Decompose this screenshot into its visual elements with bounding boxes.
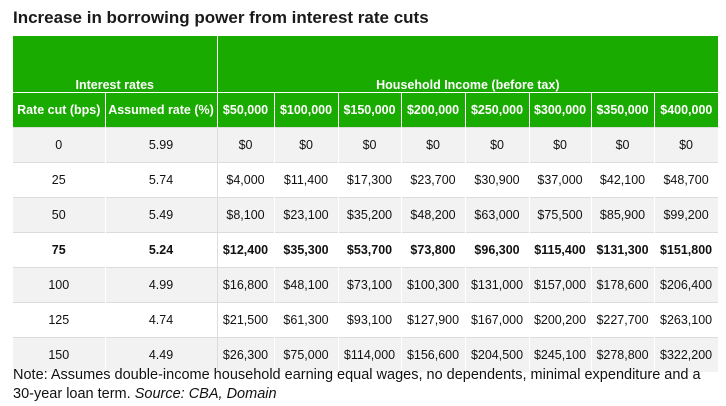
table-cell: $100,300 [401, 267, 466, 302]
table-cell: $85,900 [591, 197, 655, 232]
table-cell: $206,400 [654, 267, 719, 302]
table-cell: 5.49 [105, 197, 218, 232]
table-cell: $48,200 [401, 197, 466, 232]
column-header: $50,000 [217, 92, 275, 127]
table-cell: $4,000 [217, 162, 275, 197]
table-cell: 5.99 [105, 127, 218, 162]
table-cell: $11,400 [274, 162, 339, 197]
table-cell: $0 [217, 127, 275, 162]
table-cell: $131,300 [591, 232, 655, 267]
table-cell: $167,000 [465, 302, 530, 337]
table-cell: $263,100 [654, 302, 719, 337]
table-cell: $178,600 [591, 267, 655, 302]
table-row: 125 4.74 $21,500 $61,300 $93,100 $127,900 $167… [13, 302, 719, 337]
table-cell: 5.74 [105, 162, 218, 197]
table-cell: $93,100 [338, 302, 402, 337]
table-cell: $23,100 [274, 197, 339, 232]
table-cell: $245,100 [529, 337, 592, 372]
table-cell: $0 [338, 127, 402, 162]
table-cell: $0 [401, 127, 466, 162]
table-cell: 150 [13, 337, 106, 372]
column-header: $300,000 [529, 92, 592, 127]
table-cell: $322,200 [654, 337, 719, 372]
table-cell: $61,300 [274, 302, 339, 337]
table-cell: $278,800 [591, 337, 655, 372]
table-cell: 125 [13, 302, 106, 337]
table-row: 0 5.99 $0 $0 $0 $0 $0 $0 $0 $0 [13, 127, 719, 162]
page-title: Increase in borrowing power from interes… [13, 8, 429, 27]
table-cell: 4.99 [105, 267, 218, 302]
table-row: 100 4.99 $16,800 $48,100 $73,100 $100,300 $131… [13, 267, 719, 302]
table-row: 75 5.24 $12,400 $35,300 $53,700 $73,800 $96,30… [13, 232, 719, 267]
column-header: $150,000 [338, 92, 402, 127]
table-cell: $0 [591, 127, 655, 162]
table-cell: $23,700 [401, 162, 466, 197]
table-cell: $0 [274, 127, 339, 162]
column-header: Assumed rate (%) [105, 92, 218, 127]
table-cell: $8,100 [217, 197, 275, 232]
table-cell: $26,300 [217, 337, 275, 372]
table-cell: 5.24 [105, 232, 218, 267]
table-row: 150 4.49 $26,300 $75,000 $114,000 $156,600 $20… [13, 337, 719, 372]
table-cell: $115,400 [529, 232, 592, 267]
table-cell: 100 [13, 267, 106, 302]
column-header: $200,000 [401, 92, 466, 127]
table-cell: $200,200 [529, 302, 592, 337]
table-cell: 25 [13, 162, 106, 197]
footnote: Note: Assumes double-income household ea… [13, 366, 718, 404]
table-cell: $157,000 [529, 267, 592, 302]
table-cell: $227,700 [591, 302, 655, 337]
column-header: $350,000 [591, 92, 655, 127]
table-cell: $0 [654, 127, 719, 162]
table-cell: $30,900 [465, 162, 530, 197]
group-header-interest-rates: Interest rates [13, 36, 218, 93]
column-header: $100,000 [274, 92, 339, 127]
table-row: 25 5.74 $4,000 $11,400 $17,300 $23,700 $30,900… [13, 162, 719, 197]
table-cell: $114,000 [338, 337, 402, 372]
table-cell: $204,500 [465, 337, 530, 372]
table-cell: $53,700 [338, 232, 402, 267]
column-header-row: Rate cut (bps) Assumed rate (%) $50,000 $10… [13, 92, 719, 127]
column-header: $400,000 [654, 92, 719, 127]
table-cell: $48,700 [654, 162, 719, 197]
borrowing-power-table: Interest rates Household Income (before … [13, 36, 719, 372]
column-header: $250,000 [465, 92, 530, 127]
table-cell: $12,400 [217, 232, 275, 267]
table-cell: $37,000 [529, 162, 592, 197]
table-cell: $127,900 [401, 302, 466, 337]
footnote-source: Source: CBA, Domain [134, 386, 277, 402]
table-cell: $17,300 [338, 162, 402, 197]
table-cell: 4.74 [105, 302, 218, 337]
table-row: 50 5.49 $8,100 $23,100 $35,200 $48,200 $63,000… [13, 197, 719, 232]
table-cell: 4.49 [105, 337, 218, 372]
table-cell: 50 [13, 197, 106, 232]
table-cell: $0 [529, 127, 592, 162]
table-cell: $99,200 [654, 197, 719, 232]
table-cell: $73,800 [401, 232, 466, 267]
table-cell: $48,100 [274, 267, 339, 302]
table-cell: $73,100 [338, 267, 402, 302]
table-cell: $96,300 [465, 232, 530, 267]
table-cell: $63,000 [465, 197, 530, 232]
footnote-text: Note: Assumes double-income household ea… [13, 367, 701, 402]
table-cell: $42,100 [591, 162, 655, 197]
table-cell: $156,600 [401, 337, 466, 372]
table-body: 0 5.99 $0 $0 $0 $0 $0 $0 $0 $0 25 5.74 $4,000 $11,400… [13, 127, 719, 372]
table-cell: $151,800 [654, 232, 719, 267]
table-cell: 75 [13, 232, 106, 267]
table-cell: $35,300 [274, 232, 339, 267]
table-cell: $75,000 [274, 337, 339, 372]
group-header-household-income: Household Income (before tax) [217, 36, 719, 93]
column-header: Rate cut (bps) [13, 92, 106, 127]
table-cell: $75,500 [529, 197, 592, 232]
table-cell: 0 [13, 127, 106, 162]
table-cell: $35,200 [338, 197, 402, 232]
table-cell: $0 [465, 127, 530, 162]
table-cell: $131,000 [465, 267, 530, 302]
table-cell: $21,500 [217, 302, 275, 337]
table-cell: $16,800 [217, 267, 275, 302]
